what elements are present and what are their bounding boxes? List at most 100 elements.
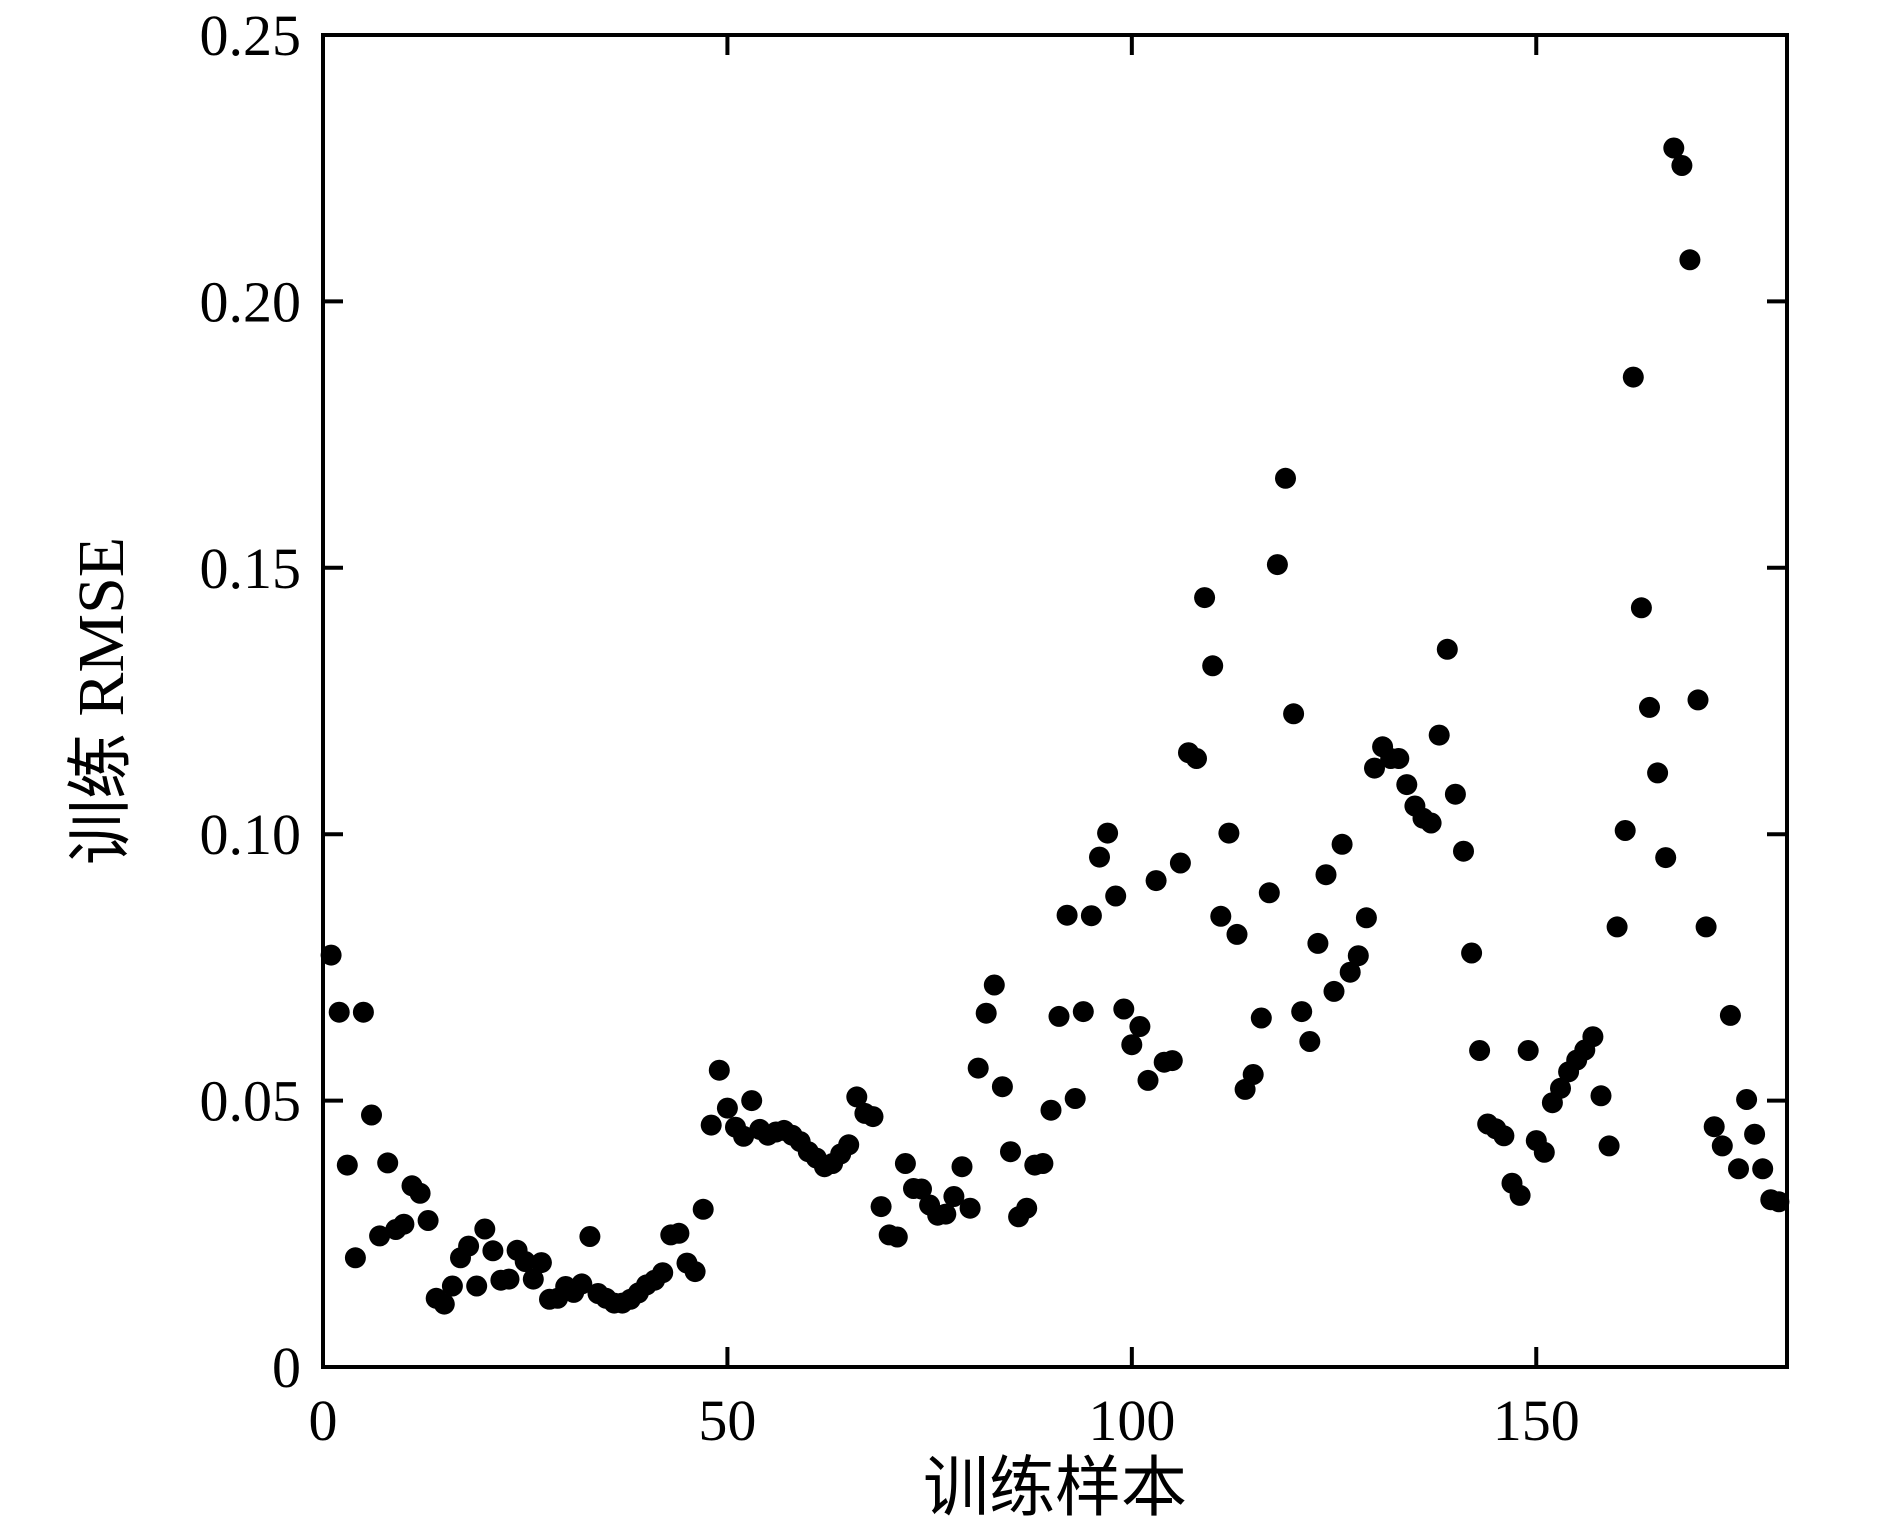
data-point	[1469, 1040, 1491, 1061]
data-point	[911, 1178, 932, 1200]
data-point	[1695, 916, 1717, 938]
data-point	[1614, 820, 1636, 841]
data-point	[1719, 1004, 1741, 1026]
data-point	[336, 1154, 358, 1176]
data-point	[935, 1203, 957, 1225]
data-point	[1655, 847, 1677, 869]
data-point	[1630, 597, 1652, 619]
data-point	[991, 1076, 1013, 1098]
data-point	[1097, 822, 1119, 844]
data-point	[1315, 864, 1337, 886]
data-point	[1064, 1088, 1086, 1109]
data-point	[377, 1152, 399, 1174]
data-point	[409, 1182, 431, 1204]
data-point	[1202, 655, 1224, 677]
data-point	[1169, 852, 1191, 874]
data-point	[1129, 1016, 1151, 1037]
data-point	[1000, 1141, 1021, 1163]
data-point	[1728, 1158, 1749, 1180]
data-point	[1121, 1034, 1143, 1056]
data-point	[684, 1261, 706, 1283]
y-tick-label: 0.15	[200, 536, 302, 601]
data-point	[1266, 554, 1288, 576]
data-point	[1639, 696, 1660, 718]
data-point	[482, 1240, 504, 1262]
data-point	[1388, 748, 1410, 769]
data-point	[1517, 1040, 1539, 1061]
plot-border	[321, 33, 1789, 1369]
data-point	[1752, 1158, 1774, 1180]
data-point	[1444, 783, 1466, 805]
data-point	[838, 1134, 860, 1156]
data-point	[1307, 932, 1329, 954]
y-tick-label: 0.25	[200, 3, 302, 68]
data-point	[1299, 1031, 1321, 1052]
data-point	[1331, 833, 1353, 855]
data-point	[1339, 961, 1361, 983]
series-path	[331, 148, 1779, 1304]
data-point	[1210, 905, 1232, 927]
data-point	[1428, 724, 1450, 746]
data-point	[466, 1275, 488, 1297]
data-point	[1671, 155, 1693, 176]
data-point	[975, 1002, 997, 1024]
data-point	[1137, 1069, 1159, 1091]
data-point	[1493, 1125, 1515, 1147]
data-point	[1582, 1026, 1604, 1048]
axis-tick-labels: 0 50 100 150 0 0.05 0.10 0.15 0.20 0.25	[200, 3, 1580, 1453]
data-point	[571, 1273, 593, 1295]
data-point	[474, 1218, 496, 1240]
data-point	[1509, 1184, 1531, 1206]
data-point	[1258, 882, 1280, 904]
data-point	[1364, 757, 1385, 779]
data-point	[579, 1226, 601, 1247]
data-point	[1113, 998, 1135, 1020]
data-point	[1194, 587, 1216, 609]
data-point	[361, 1104, 382, 1126]
data-point	[741, 1090, 763, 1112]
data-point	[530, 1252, 552, 1274]
data-point	[1291, 1001, 1313, 1023]
data-point	[943, 1186, 965, 1207]
data-point	[1048, 1005, 1070, 1027]
x-tick-label: 0	[309, 1388, 338, 1453]
data-point	[522, 1268, 544, 1290]
data-point	[1016, 1197, 1038, 1219]
data-point	[1606, 916, 1628, 938]
data-point	[668, 1222, 690, 1244]
data-point	[1647, 762, 1669, 784]
data-point	[1711, 1135, 1733, 1157]
data-point	[1679, 249, 1701, 271]
data-point	[1242, 1064, 1264, 1085]
data-point	[433, 1293, 455, 1315]
data-point	[369, 1225, 391, 1247]
data-point	[733, 1125, 755, 1147]
data-point	[967, 1057, 989, 1079]
data-point	[1347, 945, 1369, 967]
data-point	[708, 1059, 730, 1081]
plot-spines	[321, 33, 1789, 1369]
data-point	[417, 1210, 439, 1231]
data-point	[328, 1001, 350, 1023]
data-point	[393, 1213, 415, 1235]
data-point	[1436, 638, 1458, 660]
data-point	[1590, 1085, 1612, 1107]
data-point	[1283, 703, 1305, 725]
x-tick-label: 100	[1088, 1388, 1175, 1453]
data-point	[1080, 905, 1102, 927]
data-point	[1687, 689, 1709, 711]
data-point	[1040, 1099, 1062, 1121]
data-point	[1598, 1135, 1620, 1157]
data-point	[344, 1247, 366, 1269]
data-point	[870, 1196, 892, 1218]
data-point	[959, 1197, 981, 1219]
data-point	[1250, 1007, 1272, 1029]
data-point	[652, 1262, 674, 1284]
data-point	[983, 974, 1005, 996]
y-tick-label: 0.10	[200, 802, 302, 867]
data-point	[862, 1106, 884, 1128]
series-line	[331, 148, 1779, 1304]
series-markers	[320, 137, 1790, 1315]
